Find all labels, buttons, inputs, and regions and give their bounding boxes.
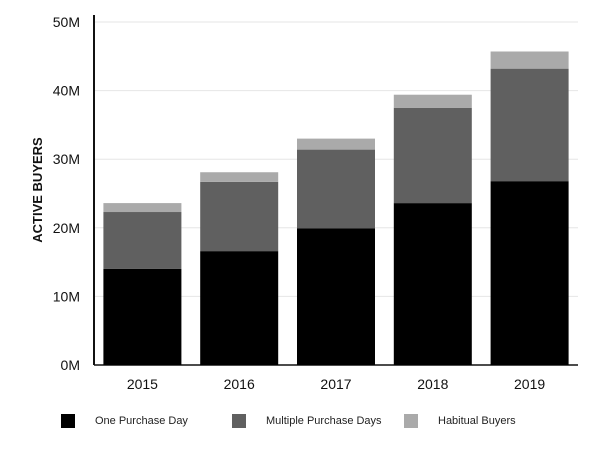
bar-segment-habitual-buyers: [297, 138, 375, 150]
legend-swatch: [232, 414, 246, 428]
bar-segment-habitual-buyers: [200, 172, 279, 182]
bar-segment-multiple-purchase-days: [490, 68, 569, 182]
bar-segment-habitual-buyers: [103, 203, 182, 213]
legend-swatch: [404, 414, 418, 428]
bar-segment-one-purchase-day: [393, 203, 472, 365]
bar-segment-one-purchase-day: [103, 268, 182, 365]
x-tick-label: 2017: [320, 376, 351, 392]
y-axis-tick-labels: 0M 10M 20M 30M 40M 50M: [53, 14, 80, 373]
bars: [103, 51, 569, 365]
stacked-bar-chart: 0M 10M 20M 30M 40M 50M 2015 2016 2017 2018 2019 A…: [30, 14, 578, 392]
bar-segment-habitual-buyers: [490, 51, 569, 69]
y-tick-label: 50M: [53, 14, 80, 30]
legend-swatch: [61, 414, 75, 428]
x-tick-label: 2019: [514, 376, 545, 392]
legend-label: One Purchase Day: [95, 415, 188, 427]
bar-segment-one-purchase-day: [490, 181, 569, 365]
legend-item-one-purchase-day: One Purchase Day: [61, 414, 188, 428]
y-tick-label: 30M: [53, 151, 80, 167]
y-tick-label: 10M: [53, 288, 80, 304]
y-axis-label: ACTIVE BUYERS: [30, 137, 45, 243]
y-tick-label: 20M: [53, 220, 80, 236]
bar-segment-one-purchase-day: [297, 228, 375, 365]
x-tick-label: 2018: [417, 376, 448, 392]
bar-segment-multiple-purchase-days: [103, 212, 182, 269]
bar-segment-one-purchase-day: [200, 251, 279, 365]
bar-segment-multiple-purchase-days: [393, 107, 472, 204]
legend-item-habitual-buyers: Habitual Buyers: [404, 414, 516, 428]
bar-segment-habitual-buyers: [393, 94, 472, 108]
legend-label: Multiple Purchase Days: [266, 415, 382, 427]
x-axis-tick-labels: 2015 2016 2017 2018 2019: [127, 376, 546, 392]
legend-item-multiple-purchase-days: Multiple Purchase Days: [232, 414, 382, 428]
legend-label: Habitual Buyers: [438, 415, 516, 427]
y-tick-label: 0M: [61, 357, 80, 373]
bar-segment-multiple-purchase-days: [200, 181, 279, 252]
legend: One Purchase Day Multiple Purchase Days …: [0, 414, 607, 436]
x-tick-label: 2015: [127, 376, 158, 392]
y-tick-label: 40M: [53, 83, 80, 99]
bar-segment-multiple-purchase-days: [297, 149, 375, 229]
x-tick-label: 2016: [224, 376, 255, 392]
